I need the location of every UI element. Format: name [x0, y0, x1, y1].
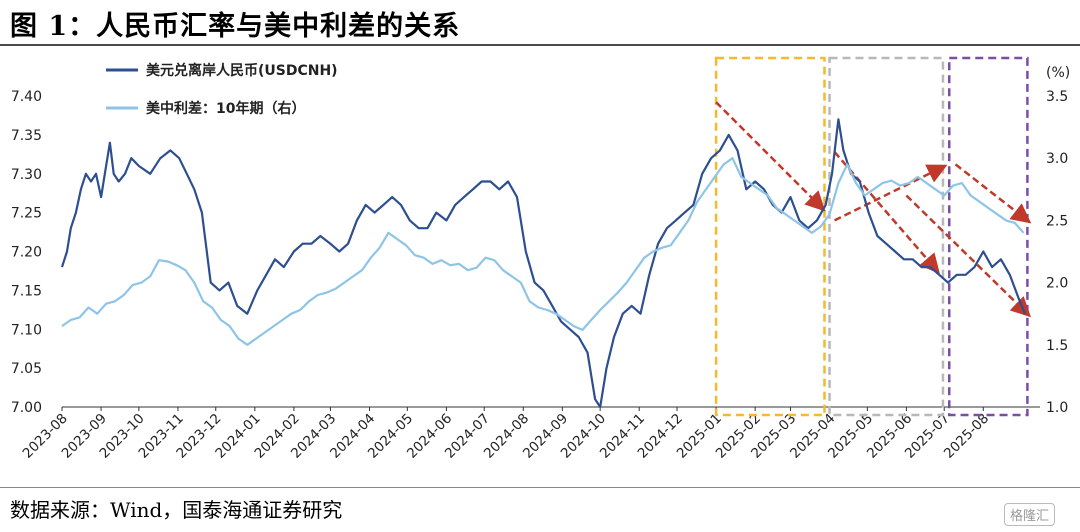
- right-tick-label: 1.0: [1046, 400, 1068, 416]
- spread-10y-line: [61, 157, 1025, 346]
- chart-lines: [60, 118, 1026, 409]
- highlight-box-1: [714, 56, 826, 417]
- left-tick-label: 7.00: [11, 400, 42, 416]
- trend-arrow-4: [954, 163, 1032, 224]
- legend-label-2: 美中利差：10年期（右）: [146, 100, 305, 117]
- chart-legend: 美元兑离岸人民币(USDCNH) 美中利差：10年期（右）: [106, 62, 338, 117]
- left-tick-label: 7.30: [11, 167, 42, 183]
- right-tick-label: 2.0: [1046, 276, 1068, 292]
- left-tick-label: 7.20: [11, 245, 42, 261]
- usdcnh-line: [60, 118, 1026, 409]
- right-tick-label: 1.5: [1046, 338, 1068, 354]
- watermark-logo: 格隆汇: [1004, 503, 1056, 526]
- footer-divider: [0, 487, 1080, 488]
- right-tick-label: 2.5: [1046, 213, 1068, 229]
- chart-annotations: [714, 56, 1032, 417]
- trend-arrow-5: [905, 194, 1031, 318]
- trend-arrow-1: [715, 101, 826, 212]
- source-note: 数据来源：Wind，国泰海通证券研究: [10, 498, 343, 522]
- highlight-box-3: [948, 56, 1029, 417]
- left-tick-label: 7.25: [11, 206, 42, 222]
- right-axis-unit: (%): [1046, 65, 1070, 81]
- right-tick-label: 3.5: [1046, 89, 1068, 105]
- highlight-box-2: [828, 56, 945, 417]
- left-tick-label: 7.05: [11, 361, 42, 377]
- title-bar: 图 1：人民币汇率与美中利差的关系: [0, 0, 1080, 46]
- rmb-spread-chart: 7.00 7.05 7.10 7.15 7.20 7.25 7.30 7.35 7.40 (%) 1…: [11, 56, 1070, 462]
- left-tick-label: 7.15: [11, 283, 42, 299]
- trend-arrow-2: [834, 164, 948, 222]
- right-tick-label: 3.0: [1046, 151, 1068, 167]
- page-title: 图 1：人民币汇率与美中利差的关系: [10, 11, 461, 42]
- left-tick-label: 7.10: [11, 322, 42, 338]
- legend-label-1: 美元兑离岸人民币(USDCNH): [146, 62, 338, 79]
- left-tick-label: 7.40: [11, 89, 42, 105]
- left-tick-label: 7.35: [11, 128, 42, 144]
